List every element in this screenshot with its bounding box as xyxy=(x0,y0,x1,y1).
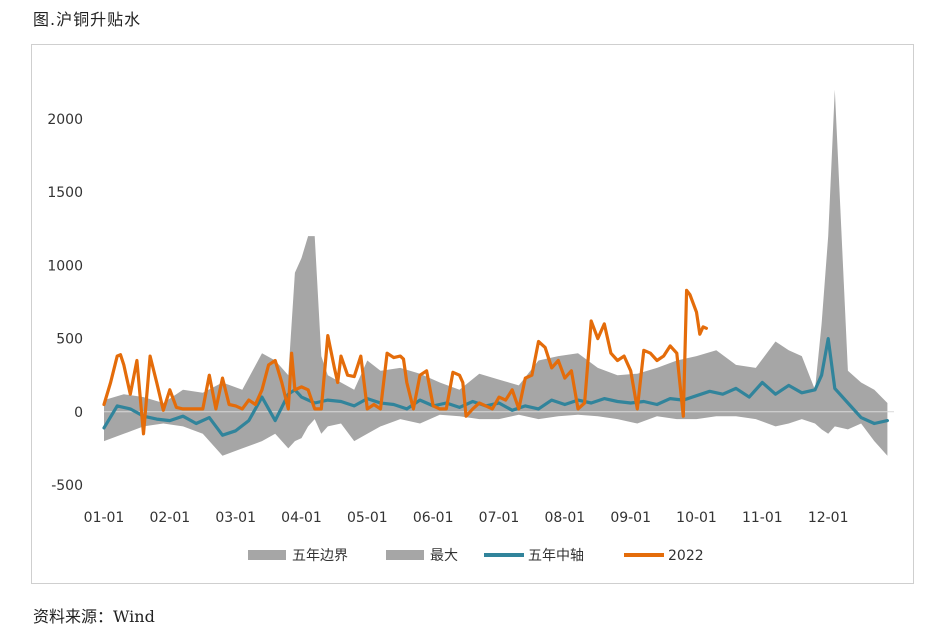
x-tick-label: 08-01 xyxy=(544,510,585,526)
x-tick-label: 02-01 xyxy=(149,510,190,526)
legend-label: 五年中轴 xyxy=(528,548,584,564)
legend-swatch xyxy=(386,550,424,560)
y-axis: -500 0 500 1000 1500 2000 xyxy=(47,112,83,494)
legend: 五年边界 最大 五年中轴 2022 xyxy=(248,548,704,564)
legend-item-2022: 2022 xyxy=(624,548,704,564)
y-tick-label: 1500 xyxy=(47,185,83,201)
x-tick-label: 12-01 xyxy=(808,510,849,526)
legend-item-band: 五年边界 xyxy=(248,548,348,564)
legend-label: 2022 xyxy=(668,548,704,564)
x-tick-label: 03-01 xyxy=(215,510,256,526)
line-layer xyxy=(102,288,889,437)
chart-frame: -500 0 500 1000 1500 2000 01-01 02-01 03-01 04-0… xyxy=(31,44,914,584)
y-tick-label: 2000 xyxy=(47,112,83,128)
y-tick-label: 0 xyxy=(74,405,83,421)
x-tick-label: 09-01 xyxy=(610,510,651,526)
x-tick-label: 06-01 xyxy=(413,510,454,526)
copper-basis-chart: -500 0 500 1000 1500 2000 01-01 02-01 03-01 04-0… xyxy=(47,89,894,564)
legend-label: 最大 xyxy=(430,548,458,564)
figure-title: 图.沪铜升贴水 xyxy=(33,10,142,29)
x-tick-label: 11-01 xyxy=(742,510,783,526)
x-tick-label: 05-01 xyxy=(347,510,388,526)
y-tick-label: 500 xyxy=(56,332,83,348)
legend-item-max: 最大 xyxy=(386,548,458,564)
source-note: 资料来源：Wind xyxy=(33,607,155,626)
series-line-2022 xyxy=(102,288,708,436)
x-tick-label: 10-01 xyxy=(676,510,717,526)
x-tick-label: 07-01 xyxy=(479,510,520,526)
legend-swatch xyxy=(248,550,286,560)
x-tick-label: 01-01 xyxy=(84,510,125,526)
legend-label: 五年边界 xyxy=(292,548,348,564)
band-layer xyxy=(104,89,888,456)
y-tick-label: 1000 xyxy=(47,258,83,274)
legend-item-median: 五年中轴 xyxy=(484,548,584,564)
x-tick-label: 04-01 xyxy=(281,510,322,526)
series-band-five-year xyxy=(104,89,888,456)
y-tick-label: -500 xyxy=(51,478,83,494)
x-axis: 01-01 02-01 03-01 04-01 05-01 06-01 07-01 08-01… xyxy=(84,510,849,526)
series-line-five-year-median xyxy=(102,337,889,437)
